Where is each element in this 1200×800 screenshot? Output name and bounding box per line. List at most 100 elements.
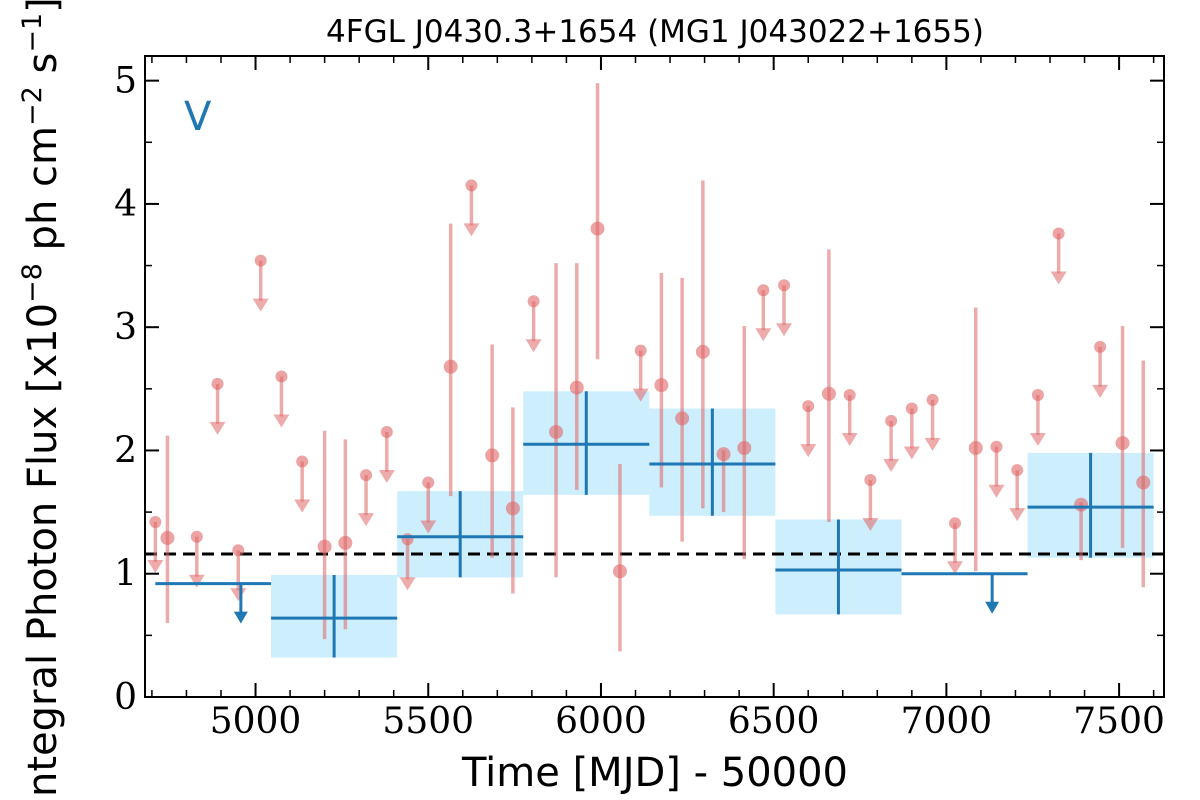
monthly-ul-point-17 <box>843 388 856 401</box>
y-tick-label-2: 2 <box>114 430 137 471</box>
monthly-ul-arrow-22 <box>947 561 964 575</box>
monthly-point-4 <box>485 448 500 463</box>
monthly-point-9 <box>612 564 627 579</box>
x-tick-label-1: 5500 <box>382 701 474 742</box>
monthly-ul-arrow-16 <box>800 444 817 458</box>
monthly-ul-arrow-11 <box>463 223 480 237</box>
monthly-point-1 <box>317 539 332 554</box>
monthly-ul-point-20 <box>905 402 918 415</box>
monthly-point-13 <box>716 447 731 462</box>
monthly-point-14 <box>737 440 752 455</box>
monthly-ul-point-21 <box>926 393 939 406</box>
band-label: V <box>184 94 212 140</box>
monthly-ul-arrow-7 <box>358 513 375 527</box>
monthly-ul-point-2 <box>211 377 224 390</box>
monthly-ul-arrow-13 <box>632 388 649 402</box>
monthly-ul-arrow-20 <box>903 446 920 460</box>
y-axis-title-end: ] <box>20 0 66 13</box>
monthly-ul-point-19 <box>885 414 898 427</box>
x-tick-label-3: 6500 <box>728 701 820 742</box>
monthly-ul-arrow-23 <box>988 484 1005 498</box>
monthly-ul-arrow-2 <box>209 421 226 435</box>
yearly-ul-arrow-0 <box>233 611 248 624</box>
plot-frame <box>144 55 1165 698</box>
x-tick-label-5: 7500 <box>1073 701 1165 742</box>
y-axis-title-main: Integral Photon Flux [x10 <box>20 303 66 800</box>
plot-area: 5000 5500 6000 6500 7000 7500 0 1 2 3 4 5 <box>114 55 1165 742</box>
x-tick-label-2: 6000 <box>555 701 647 742</box>
monthly-point-0 <box>160 530 175 545</box>
monthly-ul-point-7 <box>360 469 373 482</box>
monthly-ul-arrow-3 <box>230 588 247 602</box>
monthly-ul-arrow-19 <box>883 458 900 472</box>
monthly-ul-arrow-12 <box>525 339 542 353</box>
y-axis-title-mid2: s <box>20 53 66 87</box>
monthly-ul-point-26 <box>1052 227 1065 240</box>
monthly-ul-point-9 <box>401 533 414 546</box>
monthly-ul-arrow-17 <box>841 432 858 446</box>
monthly-ul-point-22 <box>949 517 962 530</box>
monthly-point-18 <box>1115 436 1130 451</box>
monthly-point-15 <box>821 386 836 401</box>
monthly-ul-arrow-24 <box>1009 508 1026 522</box>
monthly-point-12 <box>695 344 710 359</box>
y-axis-title: Integral Photon Flux [x10−8 ph cm−2 s−1] <box>17 0 66 800</box>
monthly-ul-arrow-14 <box>755 328 772 342</box>
monthly-ul-point-27 <box>1094 340 1107 353</box>
y-tick-label-5: 5 <box>114 61 137 102</box>
y-axis-title-sup2: −2 <box>17 86 48 126</box>
monthly-ul-point-12 <box>527 295 540 308</box>
monthly-ul-arrow-5 <box>273 414 290 428</box>
monthly-point-11 <box>675 411 690 426</box>
monthly-ul-arrow-4 <box>252 298 269 312</box>
chart-title: 4FGL J0430.3+1654 (MG1 J043022+1655) <box>326 14 984 50</box>
monthly-ul-arrow-8 <box>378 469 395 483</box>
y-tick-label-3: 3 <box>114 307 137 348</box>
monthly-ul-point-3 <box>232 544 245 557</box>
monthly-point-8 <box>590 221 605 236</box>
monthly-ul-point-13 <box>634 344 647 357</box>
monthly-ul-arrow-15 <box>776 323 793 337</box>
monthly-ul-arrow-25 <box>1029 432 1046 446</box>
monthly-ul-arrow-26 <box>1050 271 1067 285</box>
monthly-ul-arrow-6 <box>294 499 311 513</box>
monthly-ul-point-24 <box>1011 464 1024 477</box>
monthly-ul-point-0 <box>149 515 162 528</box>
y-tick-label-1: 1 <box>114 554 137 595</box>
monthly-point-16 <box>968 440 983 455</box>
monthly-ul-arrow-27 <box>1092 384 1109 398</box>
monthly-ul-point-14 <box>757 284 770 297</box>
monthly-point-6 <box>549 424 564 439</box>
monthly-ul-arrow-9 <box>399 577 416 591</box>
monthly-ul-arrow-18 <box>862 518 879 532</box>
monthly-ul-point-10 <box>422 476 435 489</box>
monthly-ul-point-16 <box>802 400 815 413</box>
monthly-ul-arrow-1 <box>188 574 205 588</box>
monthly-ul-point-11 <box>465 179 478 192</box>
y-axis-title-sup3: −1 <box>17 13 48 53</box>
monthly-point-7 <box>569 380 584 395</box>
monthly-ul-arrow-0 <box>147 559 164 573</box>
x-tick-label-0: 5000 <box>210 701 302 742</box>
monthly-point-19 <box>1136 475 1151 490</box>
y-axis-title-mid: ph cm <box>20 126 66 263</box>
x-tick-label-4: 7000 <box>901 701 993 742</box>
monthly-point-17 <box>1074 497 1089 512</box>
monthly-ul-point-1 <box>190 530 203 543</box>
y-tick-label-4: 4 <box>114 184 137 225</box>
y-axis-title-sup1: −8 <box>17 263 48 303</box>
yearly-ul-arrow-1 <box>985 601 1000 614</box>
monthly-ul-point-15 <box>778 279 791 292</box>
monthly-ul-point-5 <box>275 370 288 383</box>
monthly-ul-arrow-10 <box>420 520 437 534</box>
monthly-ul-point-23 <box>990 440 1003 453</box>
monthly-point-3 <box>443 359 458 374</box>
monthly-ul-point-25 <box>1031 388 1044 401</box>
monthly-ul-arrow-21 <box>924 437 941 451</box>
monthly-point-5 <box>505 501 520 516</box>
x-axis-title: Time [MJD] - 50000 <box>461 750 848 796</box>
monthly-point-2 <box>338 535 353 550</box>
monthly-ul-point-8 <box>380 425 393 438</box>
y-tick-label-0: 0 <box>114 677 137 718</box>
